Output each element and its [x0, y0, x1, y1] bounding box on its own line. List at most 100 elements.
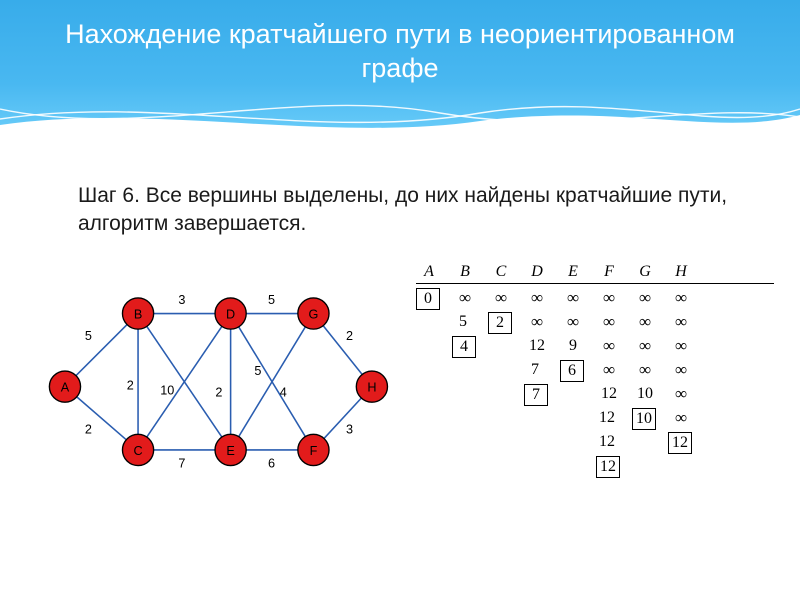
table-row: 52∞∞∞∞∞: [416, 312, 774, 334]
wave-decoration: [0, 95, 800, 141]
cell-1-1: 5: [452, 312, 474, 332]
table-row: 4129∞∞∞: [416, 336, 774, 358]
cell-4-3: 7: [524, 384, 548, 406]
svg-text:C: C: [133, 444, 142, 458]
cell-0-5: ∞: [598, 288, 620, 308]
node-F: F: [298, 434, 329, 465]
svg-text:H: H: [367, 380, 376, 394]
weight-E-F: 6: [268, 456, 275, 470]
cell-5-3: [524, 408, 546, 428]
weight-D-F: 5: [254, 364, 261, 378]
weight-B-C: 2: [127, 378, 134, 392]
cell-3-3: 7: [524, 360, 546, 380]
col-C: C: [490, 263, 512, 281]
svg-text:F: F: [310, 444, 318, 458]
cell-7-7: [670, 456, 692, 476]
cell-3-4: 6: [560, 360, 584, 382]
svg-text:A: A: [61, 380, 70, 394]
cell-6-5: 12: [596, 432, 618, 452]
cell-5-1: [452, 408, 474, 428]
cell-4-7: ∞: [670, 384, 692, 404]
weight-B-E: 10: [160, 383, 174, 397]
col-G: G: [634, 263, 656, 281]
svg-text:G: G: [309, 307, 319, 321]
cell-6-7: 12: [668, 432, 692, 454]
table-row: 71210∞: [416, 384, 774, 406]
table-row: 12 12: [416, 432, 774, 454]
cell-5-7: ∞: [670, 408, 692, 428]
cell-4-2: [488, 384, 510, 404]
table-header: ABCDEFGH: [416, 263, 774, 284]
cell-3-0: [416, 360, 438, 380]
cell-4-1: [452, 384, 474, 404]
cell-1-0: [416, 312, 438, 332]
cell-0-7: ∞: [670, 288, 692, 308]
graph-svg: 52231072554632 ABCDEFGH: [26, 257, 406, 487]
cell-5-0: [416, 408, 438, 428]
cell-2-6: ∞: [634, 336, 656, 356]
cell-6-2: [488, 432, 510, 452]
table-row: 76 ∞ ∞ ∞: [416, 360, 774, 382]
cell-7-5: 12: [596, 456, 620, 478]
cell-2-0: [416, 336, 438, 356]
weight-D-E: 2: [215, 385, 222, 399]
table-row: 12: [416, 456, 774, 478]
cell-2-5: ∞: [598, 336, 620, 356]
slide-header: Нахождение кратчайшего пути в неориентир…: [0, 0, 800, 140]
col-D: D: [526, 263, 548, 281]
step-text: Шаг 6. Все вершины выделены, до них найд…: [78, 182, 730, 239]
node-H: H: [356, 371, 387, 402]
weight-G-H: 2: [346, 329, 353, 343]
col-H: H: [670, 263, 692, 281]
node-A: A: [49, 371, 80, 402]
table-row: 12 10 ∞: [416, 408, 774, 430]
cell-0-0: 0: [416, 288, 440, 310]
content-row: 52231072554632 ABCDEFGH ABCDEFGH 0∞∞∞∞∞∞…: [0, 257, 800, 492]
node-D: D: [215, 298, 246, 329]
cell-5-6: 10: [632, 408, 656, 430]
cell-6-3: [524, 432, 546, 452]
cell-2-4: 9: [562, 336, 584, 356]
cell-1-6: ∞: [634, 312, 656, 332]
cell-0-3: ∞: [526, 288, 548, 308]
weight-B-D: 3: [178, 292, 185, 306]
cell-1-2: 2: [488, 312, 512, 334]
node-C: C: [122, 434, 153, 465]
node-B: B: [122, 298, 153, 329]
cell-1-4: ∞: [562, 312, 584, 332]
cell-6-6: [632, 432, 654, 452]
col-E: E: [562, 263, 584, 281]
cell-3-6: ∞: [634, 360, 656, 380]
node-G: G: [298, 298, 329, 329]
svg-text:D: D: [226, 307, 235, 321]
cell-4-0: [416, 384, 438, 404]
node-E: E: [215, 434, 246, 465]
table-row: 0∞∞∞∞∞∞∞: [416, 288, 774, 310]
cell-4-4: [562, 384, 584, 404]
cell-7-4: [560, 456, 582, 476]
cell-3-7: ∞: [670, 360, 692, 380]
weight-F-H: 3: [346, 422, 353, 436]
cell-0-4: ∞: [562, 288, 584, 308]
weight-A-C: 2: [85, 422, 92, 436]
cell-3-1: [452, 360, 474, 380]
cell-2-1: 4: [452, 336, 476, 358]
distance-table: ABCDEFGH 0∞∞∞∞∞∞∞52∞∞∞∞∞4129∞∞∞76∞∞∞7121…: [416, 263, 774, 478]
cell-6-1: [452, 432, 474, 452]
cell-2-7: ∞: [670, 336, 692, 356]
cell-7-0: [416, 456, 438, 476]
cell-5-2: [488, 408, 510, 428]
cell-5-5: 12: [596, 408, 618, 428]
weight-E-G: 4: [280, 385, 287, 399]
slide-title: Нахождение кратчайшего пути в неориентир…: [0, 0, 800, 86]
cell-3-5: ∞: [598, 360, 620, 380]
weight-A-B: 5: [85, 329, 92, 343]
cell-1-5: ∞: [598, 312, 620, 332]
col-B: B: [454, 263, 476, 281]
cell-0-6: ∞: [634, 288, 656, 308]
cell-4-6: 10: [634, 384, 656, 404]
cell-5-4: [560, 408, 582, 428]
cell-1-7: ∞: [670, 312, 692, 332]
svg-text:B: B: [134, 307, 142, 321]
col-F: F: [598, 263, 620, 281]
